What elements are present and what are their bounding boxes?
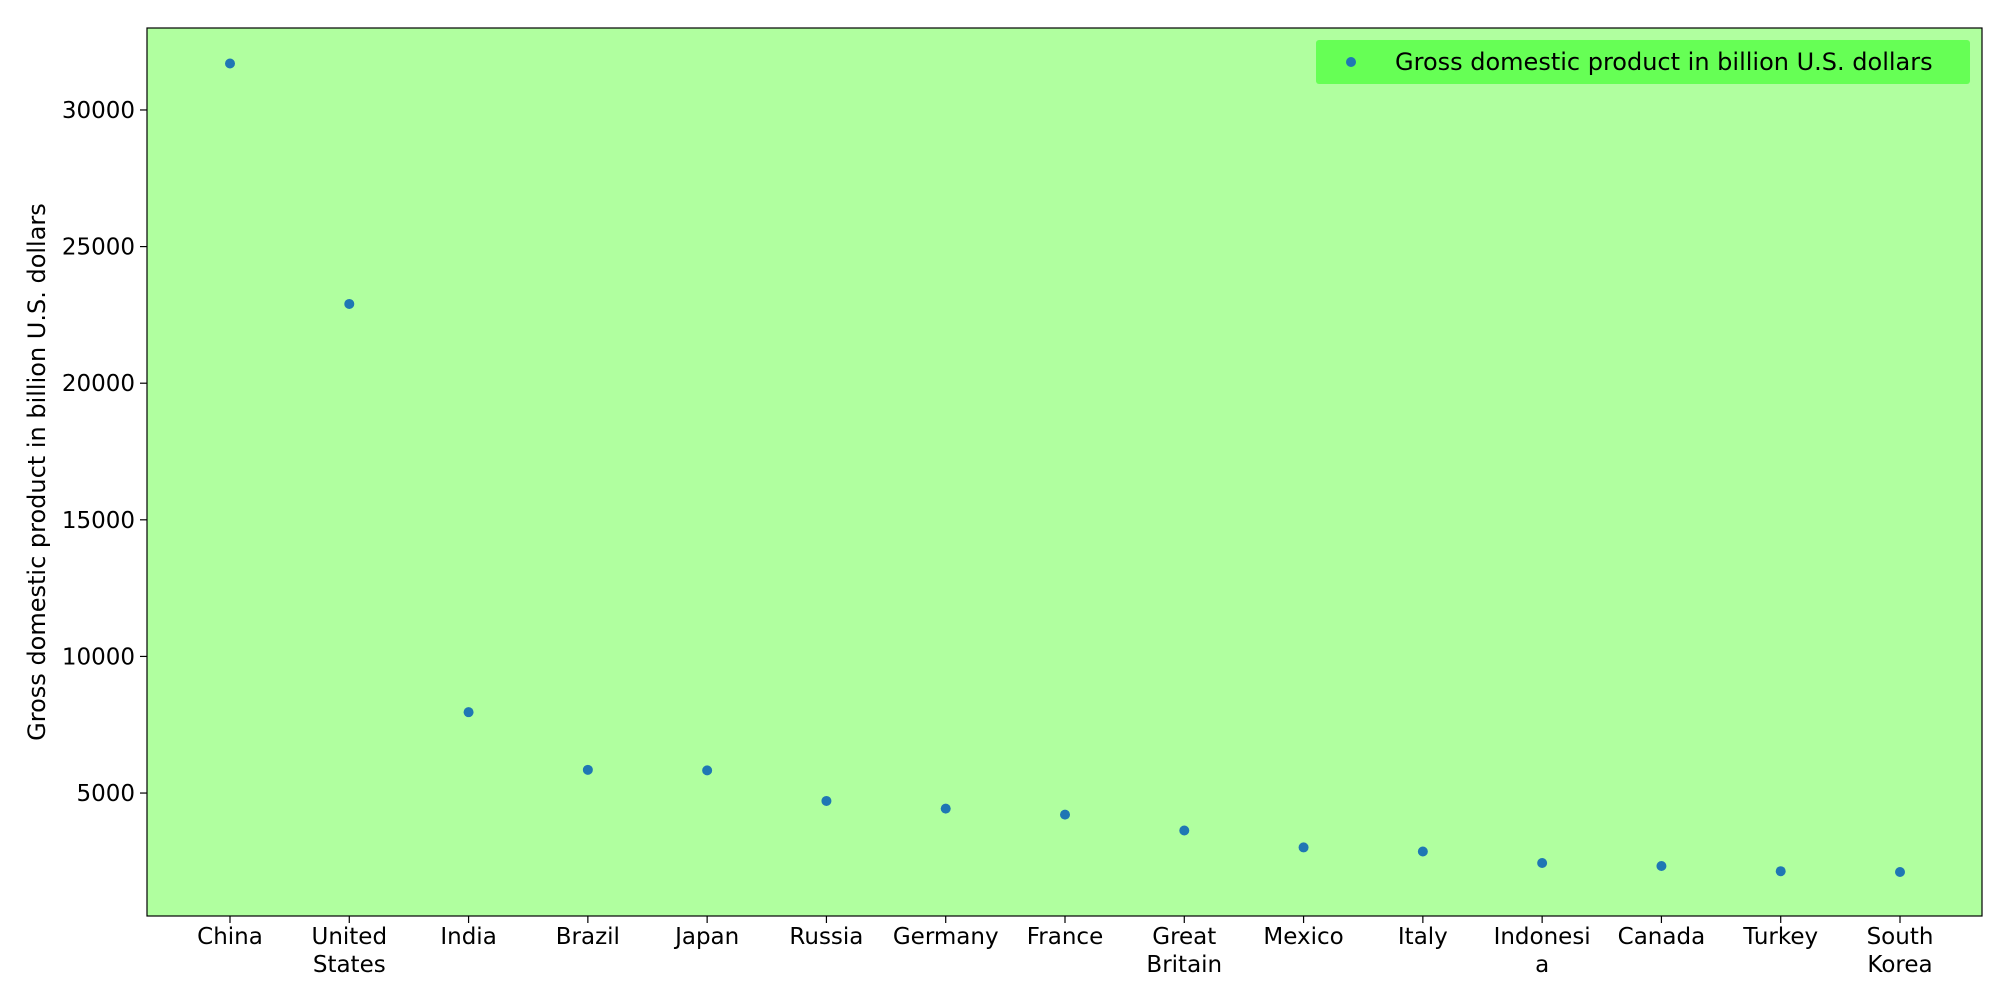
x-tick-label: Germany: [893, 924, 999, 950]
y-tick-label: 10000: [62, 644, 135, 670]
y-tick-label: 30000: [62, 98, 135, 124]
y-tick-label: 5000: [76, 781, 135, 807]
data-point: [225, 58, 235, 69]
x-tick-label: Japan: [673, 924, 739, 950]
x-tick-label: Great Britain: [1146, 924, 1222, 978]
x-tick-label: Mexico: [1263, 924, 1343, 950]
legend-marker: [1346, 57, 1356, 67]
data-point: [1656, 860, 1667, 871]
y-tick-label: 15000: [62, 508, 135, 534]
x-tick-label: Italy: [1398, 924, 1448, 950]
data-point: [1298, 842, 1309, 853]
legend: Gross domestic product in billion U.S. d…: [1316, 40, 1970, 84]
x-tick-label: Indonesi a: [1494, 924, 1591, 978]
data-point: [1895, 867, 1905, 878]
data-point: [1060, 809, 1070, 820]
x-axis: China United States India Brazil Japan Russia G…: [197, 916, 1933, 978]
x-tick-label: Canada: [1618, 924, 1706, 950]
data-point: [940, 803, 951, 814]
data-point: [821, 795, 832, 806]
x-tick-label: Russia: [789, 924, 863, 950]
x-tick-label: South Korea: [1867, 924, 1934, 978]
data-point: [1775, 866, 1786, 877]
data-point: [582, 764, 593, 775]
data-point: [463, 707, 474, 718]
x-tick-label: Turkey: [1742, 924, 1818, 950]
x-tick-label: France: [1027, 924, 1103, 950]
data-point: [1179, 825, 1190, 836]
legend-label: Gross domestic product in billion U.S. d…: [1395, 48, 1933, 76]
y-axis-label: Gross domestic product in billion U.S. d…: [23, 203, 51, 741]
y-tick-label: 20000: [62, 371, 135, 397]
plot-area: [146, 27, 1983, 917]
y-tick-label: 25000: [62, 235, 135, 261]
data-point: [1537, 857, 1548, 868]
x-tick-label: China: [197, 924, 263, 950]
x-tick-label: United States: [311, 924, 387, 978]
data-points: [225, 58, 1905, 878]
x-tick-label: India: [440, 924, 496, 950]
x-tick-label: Brazil: [556, 924, 620, 950]
y-axis: 5000 10000 15000 20000 25000 30000: [62, 98, 147, 807]
data-point: [344, 298, 355, 309]
legend-box: [1316, 40, 1970, 84]
data-point: [1417, 846, 1428, 857]
data-point: [702, 765, 713, 776]
